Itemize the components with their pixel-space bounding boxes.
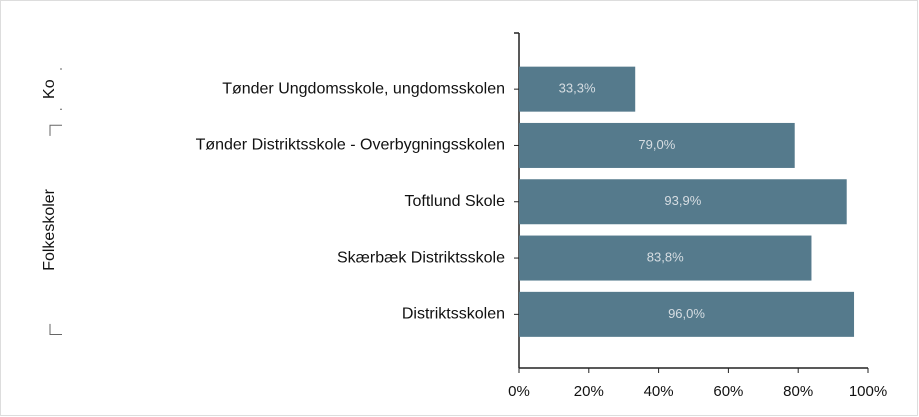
value-label: 93,9% (664, 193, 701, 208)
x-tick-label: 80% (783, 383, 813, 400)
group-label-bg (40, 135, 60, 324)
value-label: 96,0% (668, 306, 705, 321)
bar (519, 291, 855, 337)
y-tick-label: Skærbæk Distriktsskole (337, 249, 505, 266)
x-tick-label: 100% (849, 383, 887, 400)
value-label: 79,0% (638, 137, 675, 152)
group-label: Folkeskoler (41, 188, 58, 270)
x-tick-label: 40% (644, 383, 674, 400)
bar (519, 66, 636, 112)
y-tick-label: Distriktsskolen (402, 306, 505, 323)
bar (519, 235, 812, 281)
value-label: 33,3% (559, 81, 596, 96)
group-label: Ko (41, 79, 58, 99)
x-tick-label: 60% (713, 383, 743, 400)
x-tick-label: 20% (574, 383, 604, 400)
bar (519, 122, 795, 168)
value-label: 83,8% (647, 249, 684, 264)
y-tick-label: Tønder Ungdomsskole, ungdomsskolen (222, 80, 505, 97)
group-label-bg (40, 67, 60, 112)
x-tick-label: 0% (508, 383, 530, 400)
y-tick-label: Tønder Distriktsskole - Overbygningsskol… (196, 137, 505, 154)
y-tick-label: Toftlund Skole (404, 193, 505, 210)
bar (519, 179, 847, 225)
